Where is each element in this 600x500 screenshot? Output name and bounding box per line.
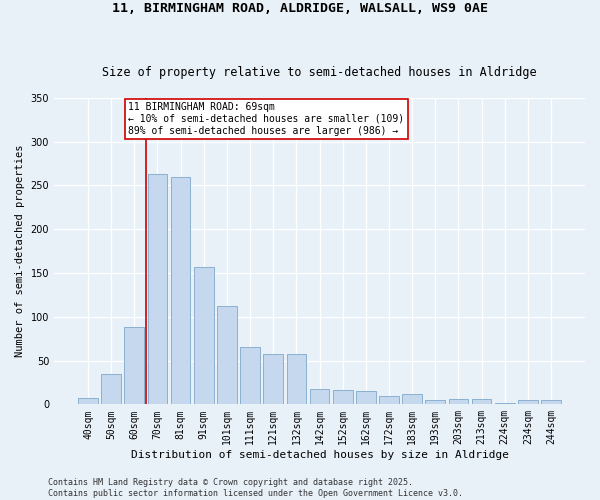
Bar (402, 394, 422, 404)
Bar (310, 388, 329, 404)
Bar (425, 400, 445, 404)
Bar (148, 174, 167, 404)
Bar (263, 354, 283, 405)
Bar (518, 400, 538, 404)
Bar (171, 176, 190, 404)
Bar (472, 399, 491, 404)
Bar (379, 396, 399, 404)
Text: 11, BIRMINGHAM ROAD, ALDRIDGE, WALSALL, WS9 0AE: 11, BIRMINGHAM ROAD, ALDRIDGE, WALSALL, … (112, 2, 488, 16)
Bar (495, 402, 515, 404)
Bar (217, 306, 237, 404)
Bar (287, 354, 306, 405)
Bar (124, 327, 144, 404)
Bar (333, 390, 353, 404)
Text: Contains HM Land Registry data © Crown copyright and database right 2025.
Contai: Contains HM Land Registry data © Crown c… (48, 478, 463, 498)
Bar (449, 399, 468, 404)
Bar (194, 267, 214, 404)
Y-axis label: Number of semi-detached properties: Number of semi-detached properties (15, 145, 25, 358)
Bar (101, 374, 121, 404)
X-axis label: Distribution of semi-detached houses by size in Aldridge: Distribution of semi-detached houses by … (131, 450, 509, 460)
Bar (541, 400, 561, 404)
Bar (78, 398, 98, 404)
Bar (356, 391, 376, 404)
Text: 11 BIRMINGHAM ROAD: 69sqm
← 10% of semi-detached houses are smaller (109)
89% of: 11 BIRMINGHAM ROAD: 69sqm ← 10% of semi-… (128, 102, 404, 136)
Title: Size of property relative to semi-detached houses in Aldridge: Size of property relative to semi-detach… (102, 66, 537, 78)
Bar (240, 348, 260, 405)
